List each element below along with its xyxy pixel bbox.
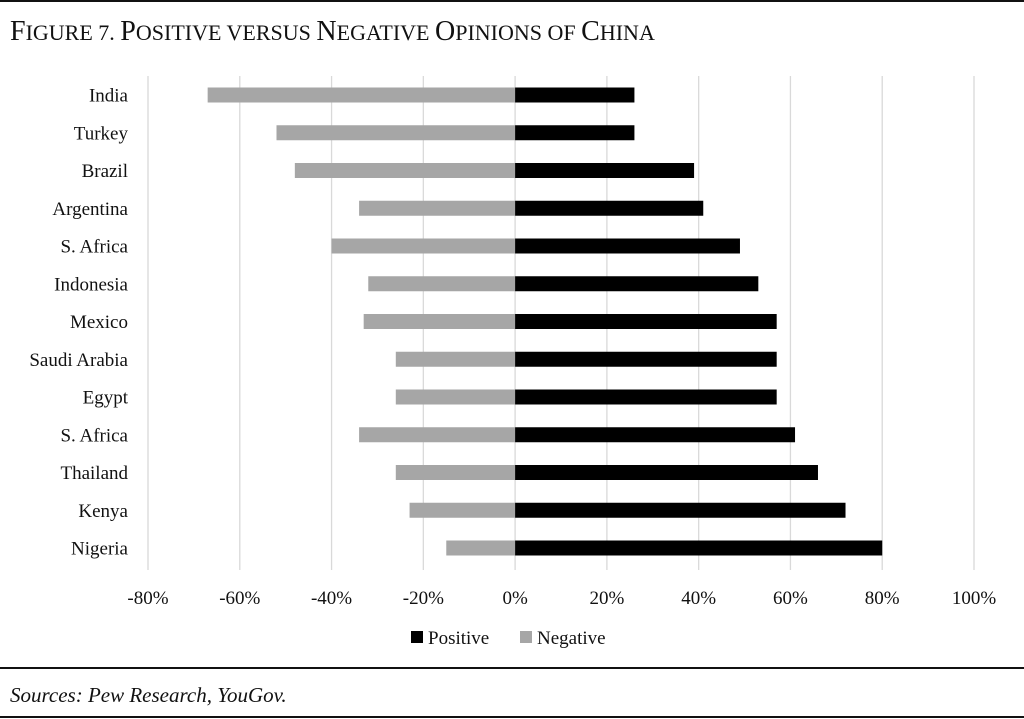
category-label: Kenya	[78, 501, 128, 522]
category-label: Saudi Arabia	[29, 350, 128, 371]
positive-bar	[515, 163, 695, 178]
positive-bar	[515, 125, 635, 141]
category-label: Brazil	[82, 161, 128, 182]
category-label: Argentina	[52, 199, 128, 220]
negative-bar	[395, 389, 516, 405]
category-label: Turkey	[74, 123, 129, 144]
legend-swatch-positive	[411, 631, 423, 643]
negative-bar	[331, 238, 516, 254]
positive-bar	[515, 427, 796, 443]
category-label: S. Africa	[60, 425, 128, 446]
category-label: Egypt	[83, 388, 129, 409]
category-labels: India Turkey Brazil Argentina S. Africa Indon…	[29, 86, 128, 560]
bottom-rule	[0, 716, 1024, 718]
x-tick-label: 100%	[952, 588, 997, 609]
top-rule	[0, 0, 1024, 2]
figure-title: FIGURE 7. POSITIVE VERSUS NEGATIVE OPINI…	[10, 16, 655, 47]
legend-label-positive: Positive	[428, 628, 489, 649]
negative-bar	[368, 276, 516, 292]
legend-label-negative: Negative	[537, 628, 606, 649]
divider-rule	[0, 667, 1024, 669]
positive-bar	[515, 87, 635, 103]
negative-bar	[395, 351, 516, 367]
positive-bar	[515, 314, 777, 329]
positive-bar	[515, 351, 777, 367]
positive-bar	[515, 540, 883, 556]
x-tick-label: 80%	[865, 588, 900, 609]
negative-bar	[363, 314, 516, 329]
x-tick-label: 0%	[502, 588, 528, 609]
negative-bar	[409, 502, 516, 518]
x-tick-label: -20%	[403, 588, 444, 609]
sources-note: Sources: Pew Research, YouGov.	[10, 683, 287, 707]
positive-bar	[515, 200, 704, 216]
legend-swatch-negative	[520, 631, 532, 643]
x-tick-label: 20%	[589, 588, 624, 609]
positive-bar	[515, 238, 740, 254]
legend: Positive Negative	[411, 628, 606, 649]
category-label: S. Africa	[60, 237, 128, 258]
x-tick-label: -40%	[311, 588, 352, 609]
negative-bar	[395, 465, 516, 480]
category-label: Mexico	[70, 312, 128, 333]
x-axis-tick-labels: -80% -60% -40% -20% 0% 20% 40% 60% 80% 100%	[127, 588, 996, 609]
negative-bar	[446, 540, 516, 556]
negative-bar	[276, 125, 516, 141]
bars	[207, 87, 883, 556]
negative-bar	[359, 200, 516, 216]
negative-bar	[359, 427, 516, 443]
category-label: India	[89, 86, 129, 107]
category-label: Indonesia	[54, 274, 128, 295]
negative-bar	[294, 163, 516, 178]
positive-bar	[515, 502, 846, 518]
positive-bar	[515, 276, 759, 292]
negative-bar	[207, 87, 516, 103]
positive-bar	[515, 465, 818, 480]
x-tick-label: 60%	[773, 588, 808, 609]
positive-bar	[515, 389, 777, 405]
x-tick-label: -60%	[219, 588, 260, 609]
x-tick-label: -80%	[127, 588, 168, 609]
category-label: Thailand	[60, 463, 128, 484]
category-label: Nigeria	[71, 539, 129, 560]
x-tick-label: 40%	[681, 588, 716, 609]
